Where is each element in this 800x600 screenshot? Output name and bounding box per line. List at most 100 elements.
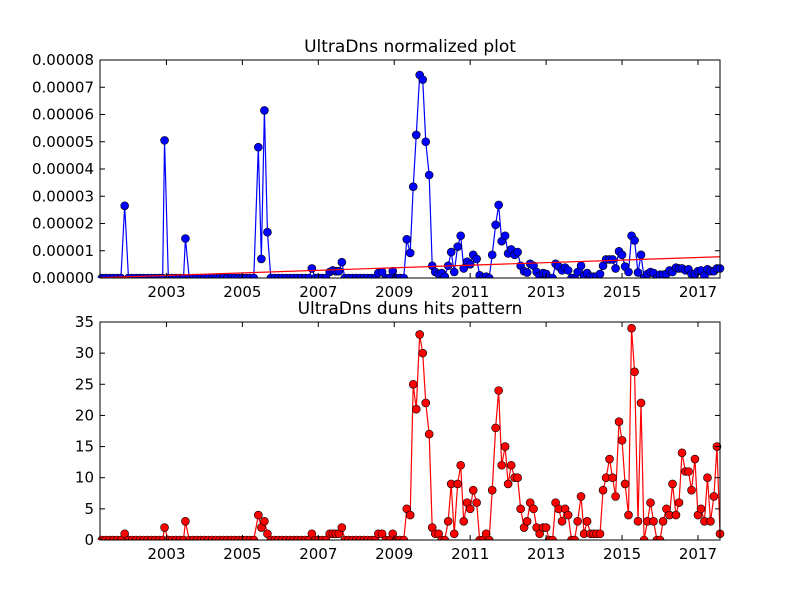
normalized-data-point (334, 266, 344, 276)
hits-x-tick-label: 2003 (147, 545, 185, 563)
hits-x-tick-label: 2011 (451, 545, 489, 563)
normalized-data-point (633, 268, 643, 277)
hits-data-point (415, 330, 424, 339)
hits-data-point (617, 436, 627, 445)
normalized-data-point (440, 272, 450, 278)
hits-data-point (418, 348, 428, 358)
hits-data-point (254, 510, 263, 520)
hits-data-point (500, 442, 510, 451)
hits-x-tick-label: 2017 (679, 545, 717, 563)
normalized-data-point (484, 273, 494, 278)
hits-data-point (655, 535, 665, 540)
normalized-data-point (500, 231, 510, 241)
hits-y-tick-label: 30 (75, 344, 94, 362)
hits-data-point (506, 460, 516, 470)
normalized-data-point (181, 234, 190, 243)
hits-data-point (465, 504, 475, 514)
hits-y-tick-label: 5 (84, 500, 94, 518)
hits-axes-frame (99, 321, 721, 541)
normalized-y-tick-label: 0.00002 (32, 215, 94, 233)
normalized-x-tick-label: 2017 (679, 283, 717, 301)
normalized-x-tick-label: 2011 (451, 283, 489, 301)
hits-data-point (649, 517, 658, 526)
hits-data-point (703, 473, 712, 483)
normalized-x-tick-label: 2005 (223, 283, 261, 301)
hits-x-tick-label: 2009 (375, 545, 413, 563)
hits-series-0-line (101, 328, 721, 540)
hits-data-point (491, 423, 500, 433)
hits-data-point (671, 510, 681, 520)
hits-pattern-title: UltraDns duns hits pattern (298, 299, 523, 319)
hits-data-point (674, 498, 684, 507)
hits-data-point (658, 517, 668, 526)
hits-x-tick-label: 2013 (527, 545, 565, 563)
normalized-data-point (595, 269, 605, 278)
normalized-data-point (405, 248, 415, 258)
normalized-data-point (257, 254, 266, 264)
hits-data-point (709, 492, 719, 501)
normalized-data-point (307, 264, 317, 273)
normalized-data-point (611, 264, 620, 273)
hits-data-point (633, 517, 643, 526)
hits-data-point (684, 467, 693, 476)
normalized-data-point (617, 250, 627, 260)
hits-data-point (557, 517, 567, 526)
hits-data-point (484, 535, 494, 540)
normalized-data-point (446, 247, 456, 257)
hits-data-point (582, 517, 592, 526)
hits-data-point (696, 504, 706, 514)
normalized-plot-area (97, 70, 725, 278)
hits-data-point (646, 498, 655, 507)
hits-y-tick-label: 10 (75, 469, 94, 487)
hits-data-point (377, 529, 387, 539)
hits-data-point (453, 479, 462, 489)
hits-data-point (487, 485, 497, 495)
hits-data-point (522, 517, 532, 526)
hits-data-point (576, 492, 586, 501)
normalized-y-tick-label: 0.00006 (32, 106, 94, 124)
hits-data-point (687, 485, 696, 495)
normalized-data-point (408, 182, 418, 192)
hits-data-point (443, 517, 453, 526)
hits-data-point (421, 398, 431, 408)
normalized-series-0-line (101, 73, 720, 278)
hits-data-point (408, 379, 418, 389)
normalized-data-point (424, 170, 434, 180)
normalized-data-point (260, 106, 269, 115)
normalized-data-point (487, 250, 497, 260)
hits-data-point (529, 504, 538, 514)
normalized-data-point (494, 200, 503, 210)
hits-data-point (249, 535, 259, 540)
normalized-data-point (459, 264, 469, 273)
hits-data-point (570, 535, 579, 540)
normalized-data-point (337, 257, 347, 267)
hits-data-point (636, 398, 646, 408)
hits-y-tick-label: 25 (75, 375, 94, 393)
hits-data-point (449, 529, 459, 539)
normalized-data-point (453, 242, 462, 251)
normalized-data-point (472, 254, 481, 264)
hits-data-point (424, 429, 434, 439)
normalized-data-point (624, 267, 633, 277)
hits-data-point (337, 523, 347, 532)
hits-data-point (630, 367, 639, 377)
hits-data-point (541, 523, 551, 532)
hits-data-point (595, 529, 605, 539)
normalized-x-tick-label: 2015 (603, 283, 641, 301)
normalized-data-point (548, 273, 557, 278)
normalized-x-tick-label: 2013 (527, 283, 565, 301)
hits-y-tick-label: 0 (84, 531, 94, 549)
normalized-data-point (249, 273, 259, 278)
normalized-data-point (402, 235, 412, 244)
normalized-data-point (563, 266, 573, 275)
hits-data-point (598, 485, 608, 495)
hits-x-tick-label: 2015 (603, 545, 641, 563)
hits-data-point (440, 535, 450, 540)
normalized-data-point (576, 261, 586, 271)
hits-data-point (677, 448, 687, 458)
hits-x-tick-label: 2007 (299, 545, 337, 563)
normalized-plot-panel: UltraDns normalized plot 2003 2005 2007 200… (32, 37, 725, 301)
normalized-data-point (399, 273, 409, 278)
